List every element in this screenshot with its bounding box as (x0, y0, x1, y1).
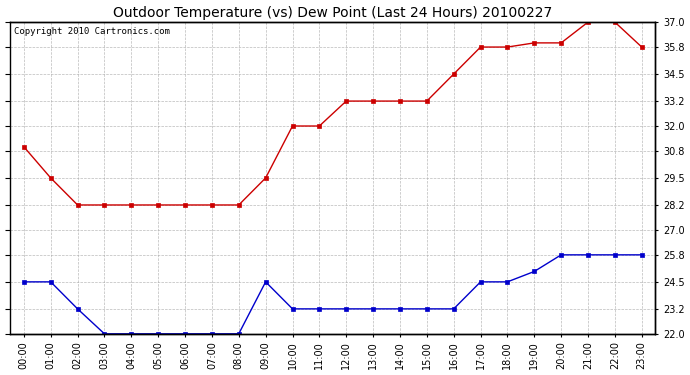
Text: Copyright 2010 Cartronics.com: Copyright 2010 Cartronics.com (14, 27, 170, 36)
Title: Outdoor Temperature (vs) Dew Point (Last 24 Hours) 20100227: Outdoor Temperature (vs) Dew Point (Last… (113, 6, 553, 20)
